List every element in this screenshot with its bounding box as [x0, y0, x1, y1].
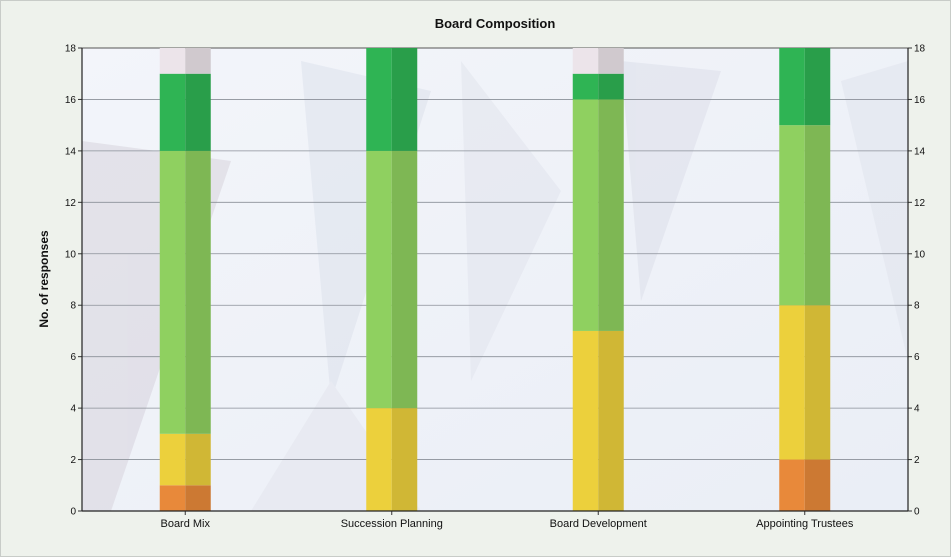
y-axis-right: 0 2 4 6 8 10 12 14 16 18 [907, 44, 926, 518]
y-tick-label-left: 10 [65, 249, 77, 260]
y-tick-label-left: 2 [70, 455, 76, 466]
bar-segment-shade [598, 48, 624, 74]
y-tick-label-right: 10 [914, 249, 926, 260]
bg-shape-4 [621, 61, 721, 301]
y-tick-label-right: 4 [914, 404, 920, 415]
bar-segment [366, 150, 392, 409]
x-tick-label: Succession Planning [341, 518, 443, 530]
bar-stack [159, 48, 211, 511]
y-tick-label-right: 8 [914, 301, 920, 312]
bar-segment-shade [804, 305, 831, 460]
bg-shape-3 [461, 61, 561, 381]
y-tick-label-left: 12 [65, 198, 77, 209]
bar-segment-shade [598, 330, 624, 511]
y-tick-label-right: 0 [914, 507, 920, 518]
grid [82, 99, 908, 460]
y-tick-label-left: 6 [70, 352, 76, 363]
y-tick-label-left: 0 [70, 507, 76, 518]
bar-segment-shade [804, 459, 831, 511]
bar-segment [159, 73, 186, 151]
bar-segment-shade [391, 408, 418, 511]
bar-segment-shade [804, 125, 831, 306]
bar-segment-shade [804, 48, 831, 126]
bar-segment-shade [185, 485, 211, 511]
y-tick-label-right: 12 [914, 198, 926, 209]
bar-segment-shade [185, 73, 211, 151]
bar-stack [572, 48, 624, 511]
bar-segment-shade [185, 150, 211, 434]
y-tick-label-right: 6 [914, 352, 920, 363]
x-tick-label: Appointing Trustees [756, 518, 854, 530]
y-tick-label-left: 4 [70, 404, 76, 415]
bar-segment-shade [185, 433, 211, 486]
bars [159, 48, 831, 511]
bar-segment [366, 408, 392, 511]
bar-segment [779, 48, 805, 126]
bar-segment [572, 48, 599, 74]
bar-stack [366, 48, 418, 511]
bar-segment-shade [185, 48, 211, 74]
bar-segment-shade [598, 99, 624, 331]
bar-segment [779, 305, 805, 460]
bg-shape-5 [841, 61, 908, 361]
y-tick-label-left: 16 [65, 95, 77, 106]
x-tick-label: Board Development [550, 518, 647, 530]
bar-segment [779, 459, 805, 511]
bar-segment [572, 330, 599, 511]
bar-segment-shade [391, 48, 418, 151]
bar-segment [159, 150, 186, 434]
bar-segment [159, 48, 186, 74]
bar-segment [779, 125, 805, 306]
bar-segment [572, 73, 599, 100]
x-tick-label: Board Mix [160, 518, 210, 530]
chart-title: Board Composition [435, 16, 556, 31]
y-tick-label-left: 14 [65, 146, 77, 157]
bar-segment-shade [598, 73, 624, 100]
y-tick-label-right: 18 [914, 44, 926, 55]
bar-segment [159, 485, 186, 511]
y-tick-label-right: 2 [914, 455, 920, 466]
bar-segment-shade [391, 150, 418, 409]
y-tick-label-left: 8 [70, 301, 76, 312]
y-tick-label-left: 18 [65, 44, 77, 55]
y-axis-title: No. of responses [37, 230, 51, 328]
bar-segment [572, 99, 599, 331]
y-tick-label-right: 16 [914, 95, 926, 106]
bar-segment [366, 48, 392, 151]
bar-segment [159, 433, 186, 486]
y-tick-label-right: 14 [914, 146, 926, 157]
x-axis: Board Mix Succession Planning Board Develo… [82, 510, 908, 530]
bar-stack [779, 48, 831, 511]
y-axis-left: 0 2 4 6 8 10 12 14 16 18 [65, 44, 83, 518]
